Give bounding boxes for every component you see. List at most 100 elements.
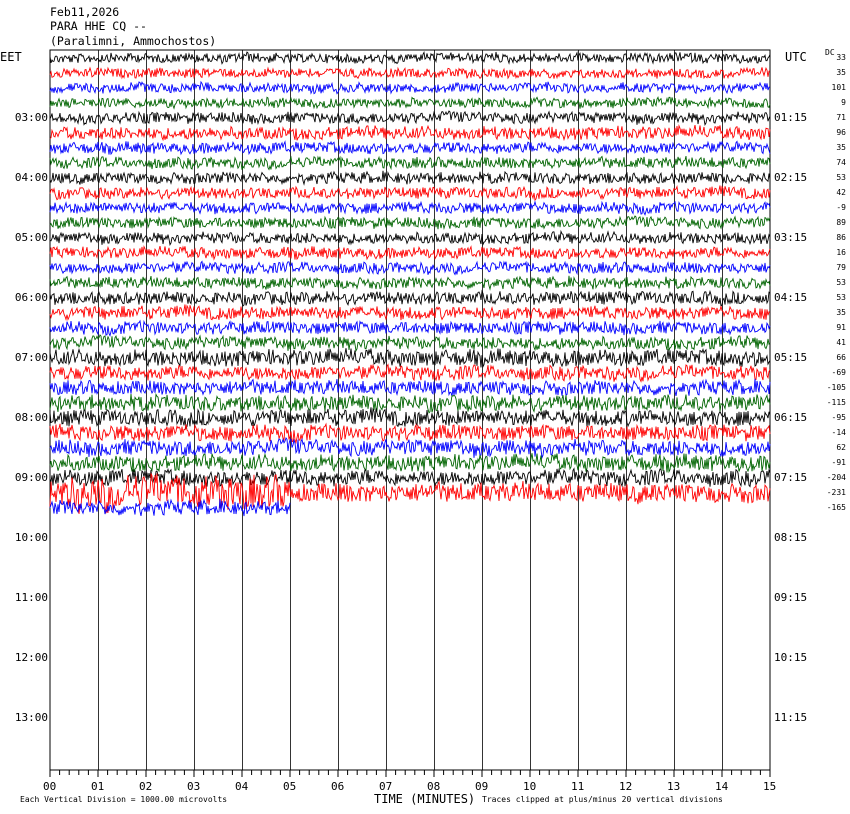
seismic-trace [49,275,771,291]
seismic-trace [49,467,771,488]
eet-hour-label: 11:00 [14,591,48,604]
eet-hour-label: 08:00 [14,411,48,424]
seismic-trace [49,170,771,186]
seismic-trace [49,289,771,308]
eet-hour-label: 09:00 [14,471,48,484]
seismic-trace [49,472,771,514]
seismic-trace [49,155,771,171]
footer-left-note: Each Vertical Division = 1000.00 microvo… [20,795,228,804]
seismic-trace [49,229,771,247]
x-tick-label: 02 [139,780,153,793]
seismic-trace [49,392,771,414]
dc-offset-label: -14 [831,428,846,437]
dc-offset-label: 16 [836,248,846,257]
dc-offset-label: 53 [836,173,846,182]
dc-offset-label: 35 [836,143,846,152]
seismic-trace [49,260,771,276]
seismic-trace [49,50,771,65]
seismic-trace [49,347,771,369]
utc-hour-label: 07:15 [774,471,808,484]
seismic-trace [49,304,771,322]
dc-offset-label: 53 [836,293,846,302]
utc-hour-label: 05:15 [774,351,808,364]
eet-hour-label: 03:00 [14,111,48,124]
x-tick-label: 04 [235,780,249,793]
x-tick-label: 13 [667,780,681,793]
seismic-trace [49,140,771,156]
dc-offset-label: 96 [836,128,846,137]
dc-offset-label: 35 [836,68,846,77]
x-axis-title: TIME (MINUTES) [374,792,476,806]
x-tick-label: 01 [91,780,105,793]
eet-hour-label: 04:00 [14,171,48,184]
dc-offset-label: -91 [831,458,846,467]
dc-offset-label: -9 [836,203,846,212]
eet-hour-label: 05:00 [14,231,48,244]
dc-offset-label: 91 [836,323,846,332]
seismic-trace [49,378,771,397]
seismic-trace [49,363,771,383]
dc-offset-label: 9 [841,98,846,107]
utc-hour-label: 10:15 [774,651,808,664]
seismic-trace [49,124,771,142]
x-tick-label: 06 [331,780,345,793]
x-tick-label: 07 [379,780,393,793]
dc-offset-label: 89 [836,218,846,227]
seismic-trace [49,407,771,430]
dc-offset-label: 35 [836,308,846,317]
dc-offset-label: 79 [836,263,846,272]
eet-hour-label: 06:00 [14,291,48,304]
date-label: Feb11,2026 [50,5,120,19]
dc-offset-label: 101 [831,83,846,92]
dc-offset-label: 62 [836,443,846,452]
eet-hour-label: 10:00 [14,531,48,544]
dc-offset-label: -69 [831,368,846,377]
dc-offset-label: 42 [836,188,846,197]
utc-hour-label: 11:15 [774,711,808,724]
plot-frame [49,49,771,771]
x-tick-label: 10 [523,780,537,793]
dc-offset-label: 71 [836,113,846,122]
dc-offset-label: -165 [826,503,846,512]
right-timezone-label: UTC [785,50,807,64]
dc-offset-label: 86 [836,233,846,242]
dc-offset-label: -105 [826,383,846,392]
seismic-trace [49,110,771,126]
seismic-trace [49,96,771,110]
seismic-trace [49,334,771,353]
utc-hour-label: 01:15 [774,111,808,124]
x-tick-label: 09 [475,780,489,793]
utc-hour-label: 04:15 [774,291,808,304]
seismic-trace [49,80,771,95]
eet-hour-label: 12:00 [14,651,48,664]
left-timezone-label: EET [0,50,22,64]
x-tick-label: 00 [43,780,57,793]
utc-hour-label: 09:15 [774,591,808,604]
seismic-trace [49,319,771,337]
utc-hour-label: 08:15 [774,531,808,544]
dc-offset-label: -95 [831,413,846,422]
x-tick-label: 03 [187,780,201,793]
x-tick-label: 05 [283,780,297,793]
x-tick-label: 14 [715,780,729,793]
utc-hour-label: 06:15 [774,411,808,424]
seismic-trace [49,422,771,445]
dc-offset-label: 74 [836,158,846,167]
x-tick-label: 11 [571,780,585,793]
seismic-trace [49,215,771,231]
x-tick-label: 15 [763,780,777,793]
seismic-trace [49,245,771,261]
footer-right-note: Traces clipped at plus/minus 20 vertical… [482,795,723,804]
seismic-trace [49,452,771,474]
dc-offset-label: 33 [836,53,846,62]
seismic-trace [49,498,291,517]
location-label: (Paralimni, Ammochostos) [50,34,217,48]
dc-offset-label: -115 [826,398,846,407]
dc-offset-label: 53 [836,278,846,287]
x-tick-label: 12 [619,780,633,793]
dc-offset-label: 66 [836,353,846,362]
dc-offset-label: -204 [826,473,846,482]
dc-offset-label: -231 [826,488,846,497]
seismic-trace [49,66,771,80]
